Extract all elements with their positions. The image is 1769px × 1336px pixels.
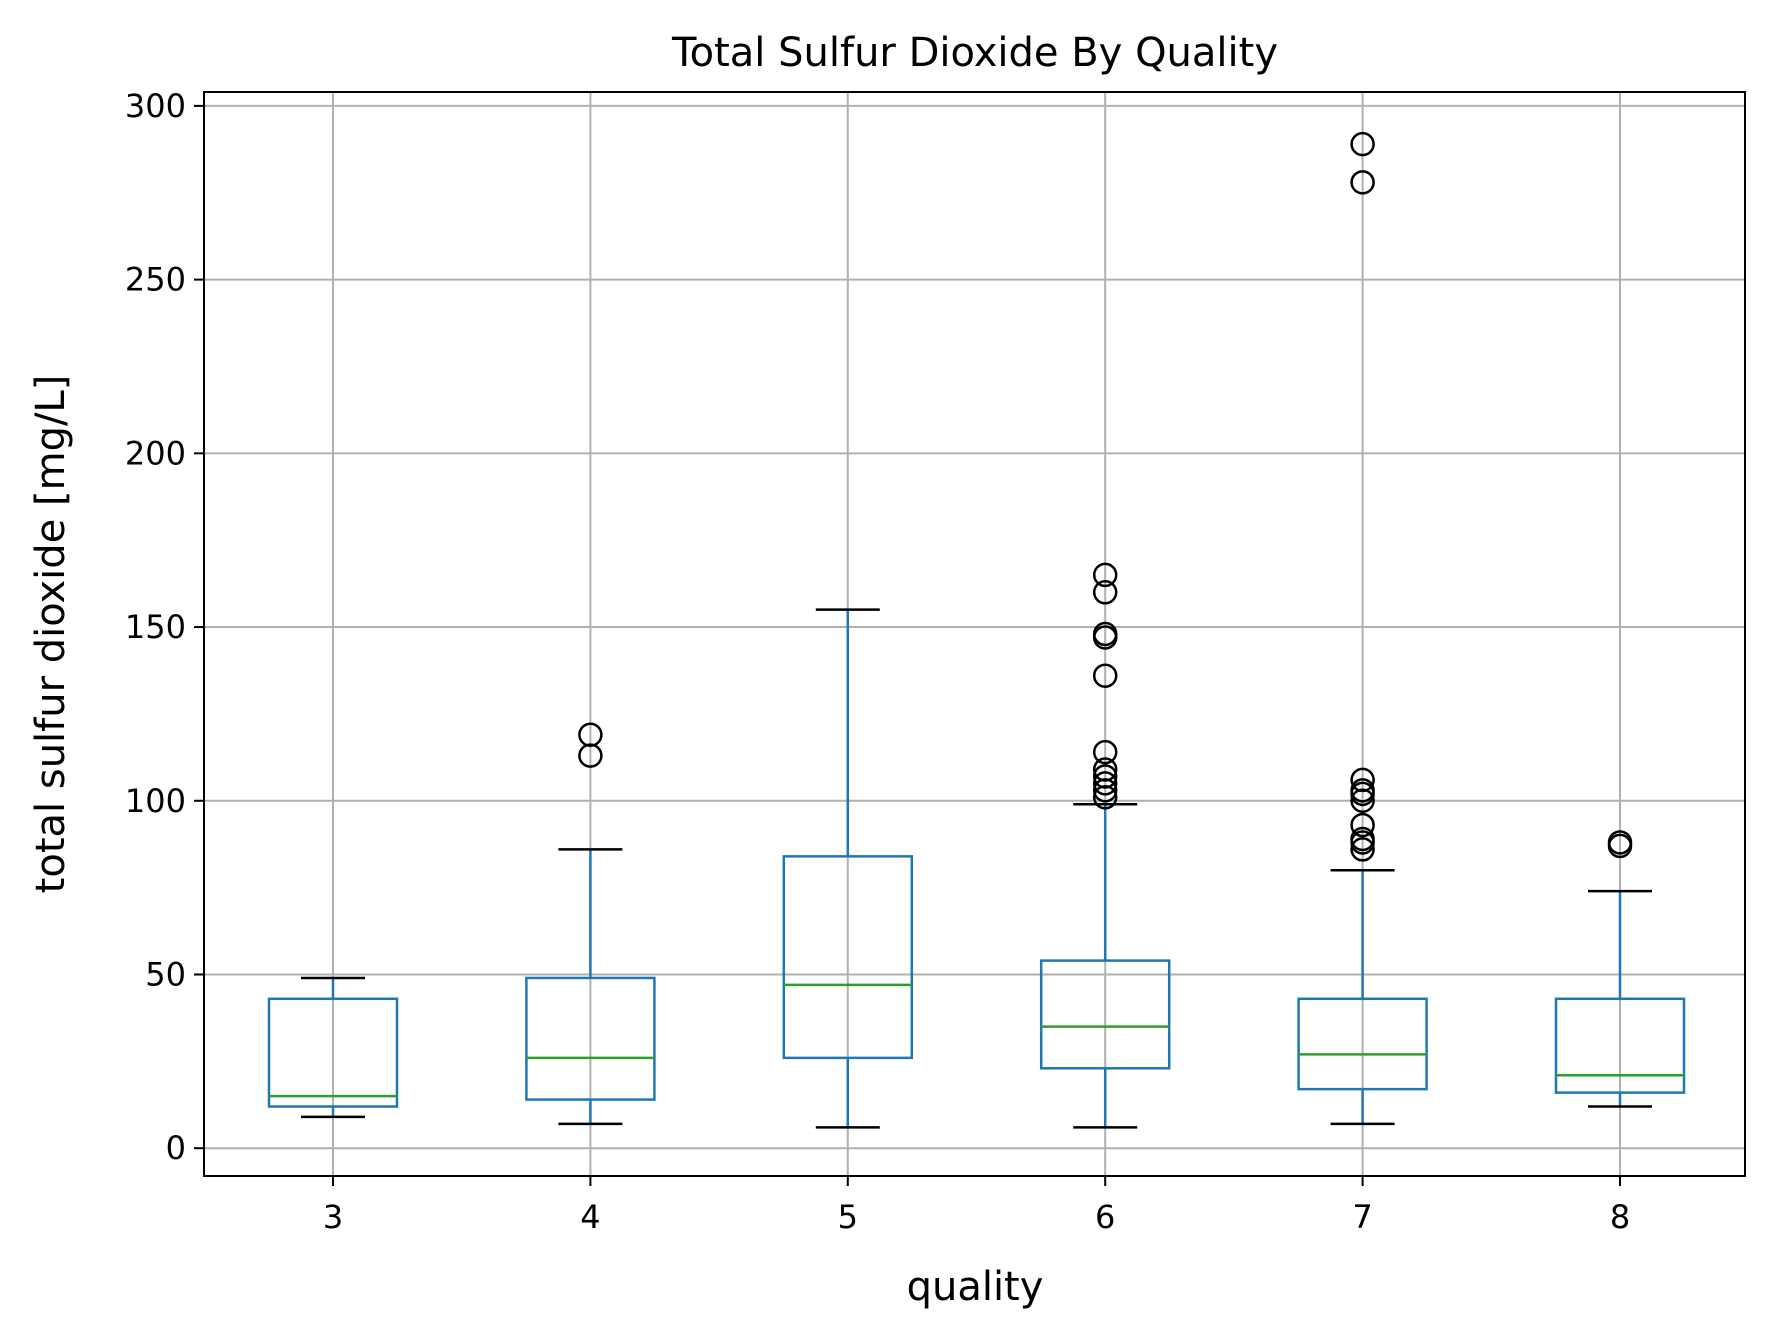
outlier-point — [1350, 170, 1375, 195]
chart-title: Total Sulfur Dioxide By Quality — [671, 30, 1278, 76]
box-group-4 — [525, 722, 656, 1126]
outlier-point — [1350, 767, 1375, 793]
x-tick-label: 3 — [323, 1198, 343, 1236]
outlier-point — [1350, 778, 1375, 803]
box-group-3 — [267, 976, 399, 1119]
x-tick-label: 6 — [1095, 1198, 1115, 1236]
box-group-7 — [1297, 131, 1428, 1126]
outlier-point — [1092, 771, 1118, 796]
outlier-point — [1350, 826, 1375, 852]
y-tick-label: 150 — [125, 608, 186, 646]
outlier-point — [1607, 830, 1633, 855]
plot-frame — [203, 91, 1746, 1177]
iqr-box — [267, 997, 399, 1108]
x-tick-label: 4 — [580, 1198, 600, 1236]
outlier-point — [1092, 739, 1118, 765]
outlier-point — [1092, 562, 1118, 588]
outlier-point — [1350, 131, 1375, 157]
iqr-box — [1039, 959, 1171, 1070]
x-tick-label: 5 — [838, 1198, 858, 1236]
y-tick-label: 300 — [125, 87, 186, 125]
iqr-box — [782, 855, 914, 1060]
y-tick-label: 50 — [145, 955, 186, 993]
y-tick-label: 250 — [125, 261, 186, 299]
box-group-5 — [782, 608, 914, 1129]
box-group-8 — [1554, 830, 1686, 1108]
axis-ticks: 0 50 100 150 200 250 300 3 4 5 6 7 8 — [125, 87, 1630, 1236]
outlier-point — [1350, 837, 1375, 862]
x-tick-label: 8 — [1610, 1198, 1630, 1236]
outlier-point — [1092, 757, 1118, 782]
outlier-point — [1350, 812, 1375, 838]
outlier-point — [578, 722, 603, 748]
outlier-point — [1092, 580, 1118, 605]
y-tick-label: 0 — [166, 1129, 186, 1167]
x-axis-label: quality — [907, 1264, 1044, 1310]
iqr-box — [1554, 997, 1686, 1094]
outlier-point — [1092, 663, 1118, 688]
iqr-box — [1297, 997, 1428, 1091]
boxes — [267, 131, 1686, 1129]
y-tick-label: 200 — [125, 434, 186, 472]
outlier-point — [1092, 621, 1118, 647]
box-group-6 — [1039, 562, 1171, 1129]
y-tick-label: 100 — [125, 782, 186, 820]
x-tick-label: 7 — [1352, 1198, 1372, 1236]
outlier-point — [1092, 764, 1118, 789]
y-axis-label: total sulfur dioxide [mg/L] — [28, 375, 74, 894]
iqr-box — [525, 976, 656, 1101]
